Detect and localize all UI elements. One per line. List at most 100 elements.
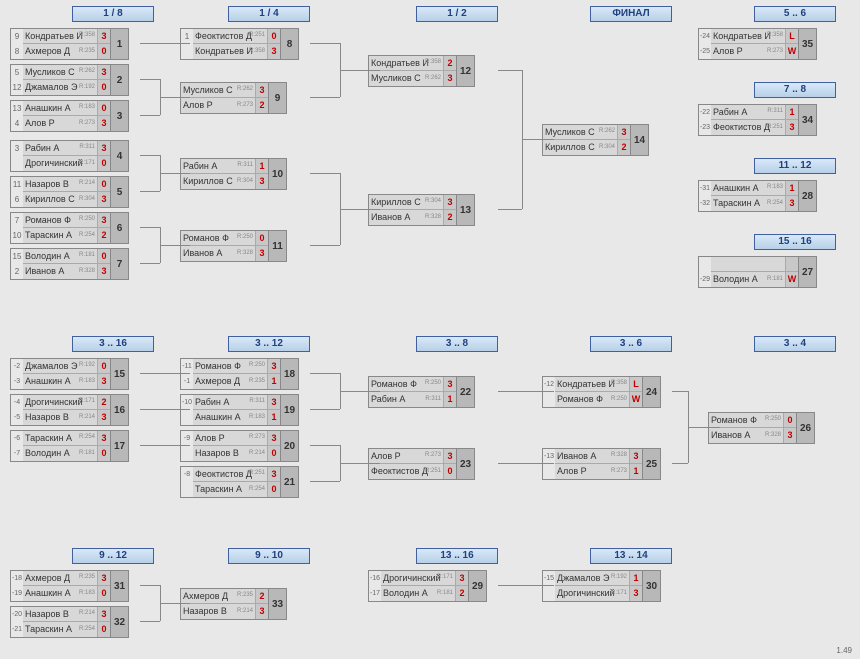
seed: -16: [369, 571, 381, 586]
seed: -11: [181, 359, 193, 374]
player-name: Ахмеров Д: [23, 571, 97, 585]
bracket-line: [140, 263, 160, 264]
player-score: 3: [785, 120, 798, 135]
player-score: 3: [785, 196, 798, 211]
bracket-line: [140, 409, 190, 410]
match-pair: Кириллов С3Иванов А213: [368, 194, 475, 226]
seed-col: -4-5: [11, 395, 23, 425]
player-name: Иванов А: [23, 264, 97, 279]
player-name: Романов Ф: [555, 392, 629, 407]
match-pair: -24-25Кондратьев ИLАлов РW35: [698, 28, 817, 60]
player-row: Иванов А3: [23, 264, 110, 279]
match-pair: 152Володин А0Иванов А37: [10, 248, 129, 280]
player-name: Тараскин А: [193, 482, 267, 497]
player-row: Мусликов С3: [23, 65, 110, 80]
match-pair: 1Феоктистов Д0Кондратьев И38: [180, 28, 299, 60]
player-row: Мусликов С3: [369, 71, 456, 86]
bracket-line: [340, 70, 380, 71]
match-number: 9: [268, 83, 286, 113]
round-header: 13 .. 16: [416, 548, 498, 564]
player-name: Иванов А: [181, 246, 255, 261]
player-row: Кириллов С3: [369, 195, 456, 210]
player-score: 1: [629, 464, 642, 479]
players: Рабин А1Кириллов С3: [181, 159, 268, 189]
player-name: Алов Р: [23, 116, 97, 131]
player-row: Назаров В0: [193, 446, 280, 461]
players: Мусликов С3Джамалов Э0: [23, 65, 110, 95]
player-score: W: [785, 272, 798, 287]
player-name: Тараскин А: [23, 228, 97, 243]
match-number: 3: [110, 101, 128, 131]
seed-col: -12: [543, 377, 555, 407]
round-header: 7 .. 8: [754, 82, 836, 98]
seed: -25: [699, 44, 711, 59]
match-number: 1: [110, 29, 128, 59]
player-row: Алов Р3: [193, 431, 280, 446]
player-name: Дрогичинский: [23, 395, 97, 409]
player-name: Иванов А: [369, 210, 443, 225]
player-score: 2: [97, 395, 110, 409]
player-score: 3: [267, 431, 280, 445]
match-number: 33: [268, 589, 286, 619]
match-number: 30: [642, 571, 660, 601]
match-number: 35: [798, 29, 816, 59]
bracket-line: [140, 191, 160, 192]
match-number: 14: [630, 125, 648, 155]
seed: -4: [11, 395, 23, 410]
seed-col: -13: [543, 449, 555, 479]
player-score: 0: [97, 622, 110, 637]
match-pair: Рабин А1Кириллов С310: [180, 158, 287, 190]
match-number: 16: [110, 395, 128, 425]
bracket-line: [672, 391, 688, 392]
bracket-line: [160, 603, 190, 604]
match-pair: Кондратьев И2Мусликов С312: [368, 55, 475, 87]
player-score: 3: [97, 374, 110, 389]
player-row: Кондратьев И3: [23, 29, 110, 44]
player-row: Володин А0: [23, 249, 110, 264]
player-name: Феоктистов Д: [193, 29, 267, 43]
seed-col: -11-1: [181, 359, 193, 389]
player-score: 0: [97, 80, 110, 95]
player-score: 3: [97, 141, 110, 155]
player-score: 2: [443, 210, 456, 225]
player-score: 3: [443, 449, 456, 463]
players: Феоктистов Д0Кондратьев И3: [193, 29, 280, 59]
bracket-line: [160, 97, 190, 98]
bracket-line: [140, 43, 190, 44]
seed: -32: [699, 196, 711, 211]
player-row: Кондратьев И2: [369, 56, 456, 71]
match-number: 27: [798, 257, 816, 287]
match-pair: Мусликов С3Кириллов С214: [542, 124, 649, 156]
player-score: 3: [443, 377, 456, 391]
player-row: [711, 257, 798, 272]
player-score: 0: [97, 359, 110, 373]
players: Анашкин А1Тараскин А3: [711, 181, 798, 211]
bracket-line: [140, 155, 160, 156]
seed-col: -9: [181, 431, 193, 461]
player-row: Рабин А1: [181, 159, 268, 174]
seed: -15: [543, 571, 555, 586]
player-name: Назаров В: [23, 410, 97, 425]
seed-col: -8: [181, 467, 193, 497]
player-score: 3: [267, 395, 280, 409]
players: Мусликов С3Кириллов С2: [543, 125, 630, 155]
player-row: Романов Ф3: [193, 359, 280, 374]
bracket-line: [498, 463, 554, 464]
player-name: Романов Ф: [193, 359, 267, 373]
player-name: Кириллов С: [369, 195, 443, 209]
seed: -7: [11, 446, 23, 461]
players: Романов Ф0Иванов А3: [181, 231, 268, 261]
round-header: 11 .. 12: [754, 158, 836, 174]
seed-col: -29: [699, 257, 711, 287]
players: Кондратьев ИLРоманов ФW: [555, 377, 642, 407]
player-row: Джамалов Э0: [23, 359, 110, 374]
player-name: Анашкин А: [23, 101, 97, 115]
player-row: Кириллов С3: [23, 192, 110, 207]
player-name: Рабин А: [181, 159, 255, 173]
player-score: 2: [255, 98, 268, 113]
player-score: 2: [97, 228, 110, 243]
seed: 9: [11, 29, 23, 44]
match-number: 10: [268, 159, 286, 189]
players: Феоктистов Д3Тараскин А0: [193, 467, 280, 497]
player-name: Ахмеров Д: [193, 374, 267, 389]
